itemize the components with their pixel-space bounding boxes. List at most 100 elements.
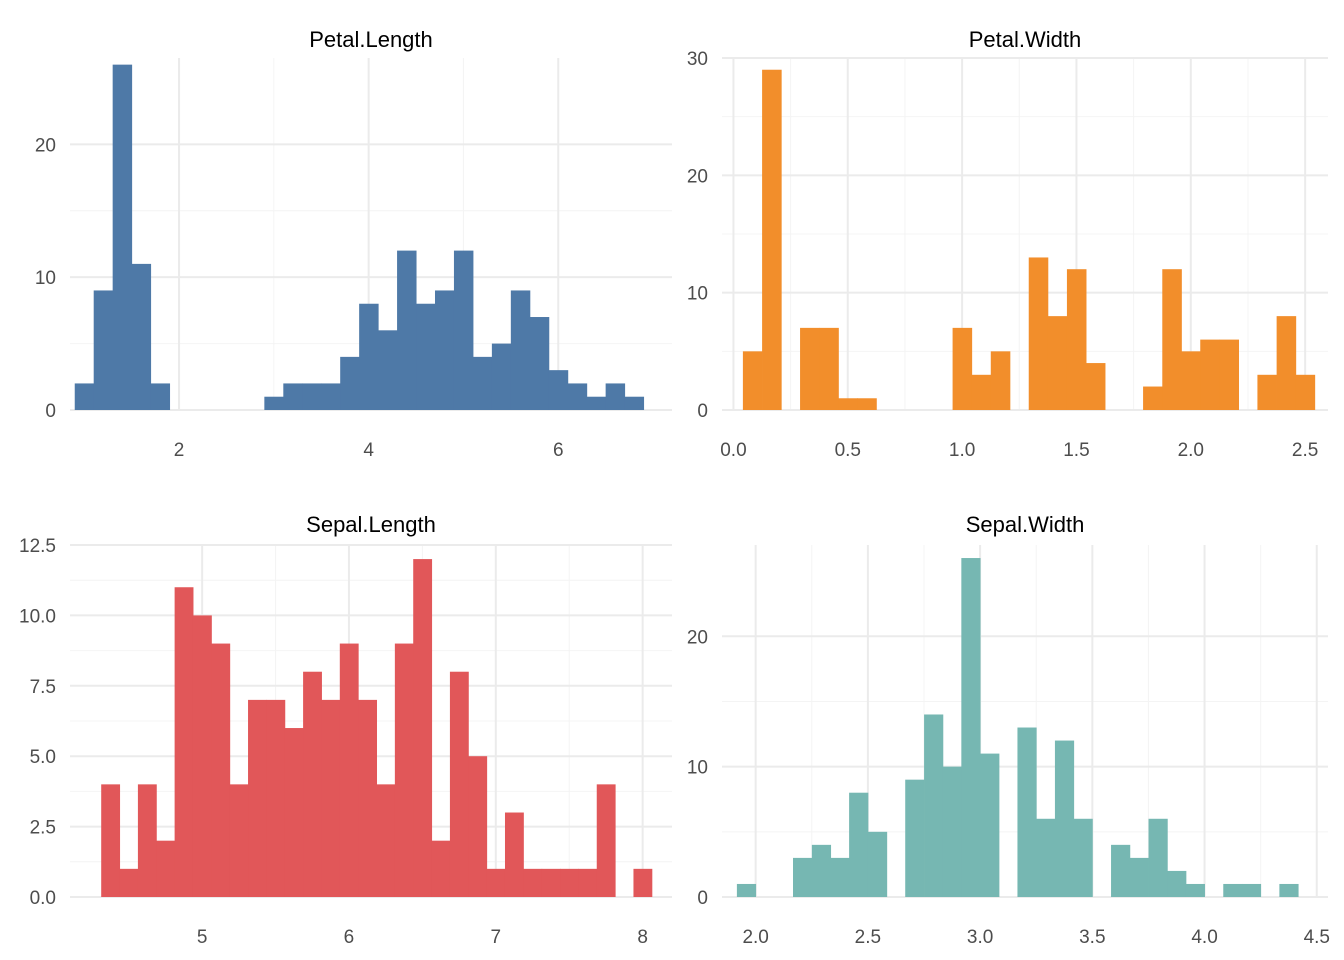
histogram-bar — [468, 756, 488, 897]
histogram-bar — [119, 868, 139, 897]
histogram-bar — [548, 370, 569, 410]
panel-title: Sepal.Width — [966, 512, 1085, 537]
x-tick-label: 7 — [491, 927, 502, 948]
histogram-bar — [434, 290, 455, 410]
histogram-bar — [971, 374, 992, 410]
histogram-bar — [857, 398, 877, 410]
panel-petal-length: Petal.Length 0 10 20 2 4 6 — [35, 27, 672, 461]
x-tick-label: 4.5 — [1304, 927, 1330, 948]
histogram-bar — [1181, 351, 1201, 410]
histogram-bar — [137, 784, 157, 897]
histogram-bar — [1219, 339, 1240, 410]
histogram-bar — [394, 643, 414, 897]
histogram-bar — [321, 699, 341, 897]
histogram-bar — [449, 671, 469, 897]
x-tick-label: 6 — [553, 440, 564, 461]
x-tick-label: 1.0 — [949, 440, 975, 461]
y-tick-label: 2.5 — [30, 818, 56, 839]
histogram-bar — [303, 671, 322, 897]
y-tick-label: 0 — [697, 888, 708, 909]
histogram-bar — [811, 844, 832, 897]
y-tick-label: 30 — [687, 49, 708, 70]
panel-sepal-length: Sepal.Length 0.0 2.5 5.0 7.5 10.0 12.5 5 6 7 8 — [19, 512, 672, 948]
histogram-bar — [1028, 257, 1049, 410]
histogram-bar — [93, 290, 114, 410]
x-tick-label: 3.0 — [967, 927, 993, 948]
histogram-bar — [567, 383, 588, 410]
histogram-bar — [266, 699, 286, 897]
histogram-bar — [486, 868, 506, 897]
histogram-bar — [1036, 818, 1056, 897]
y-tick-label: 10 — [687, 758, 708, 779]
histogram-bar — [1276, 316, 1297, 410]
x-tick-label: 5 — [197, 927, 208, 948]
histogram-bar — [378, 330, 398, 410]
histogram-bar — [491, 343, 512, 410]
y-tick-label: 0 — [697, 401, 708, 422]
histogram-bar — [605, 383, 626, 410]
y-tick-label: 10.0 — [19, 606, 56, 627]
y-tick-label: 5.0 — [30, 747, 56, 768]
histogram-bar — [74, 383, 95, 410]
histogram-bar — [1185, 883, 1205, 897]
histogram-bar — [1073, 818, 1093, 897]
panel-title: Petal.Length — [309, 27, 433, 52]
histogram-bar — [1279, 883, 1299, 897]
histogram-bar — [156, 840, 176, 897]
histogram-bar — [560, 868, 579, 897]
x-tick-label: 2.0 — [742, 927, 768, 948]
histogram-bar — [800, 327, 820, 410]
x-tick-label: 0.5 — [835, 440, 861, 461]
histogram-bar — [283, 383, 303, 410]
histogram-bar — [229, 784, 249, 897]
histogram-bar — [340, 356, 360, 410]
histogram-bar — [101, 784, 121, 897]
histogram-bar — [1017, 727, 1037, 897]
histogram-bar — [131, 263, 152, 410]
panel-sepal-width: Sepal.Width 0 10 20 2.0 2.5 3.0 3.5 4.0 4.5 — [687, 512, 1330, 948]
histogram-bar — [1066, 269, 1087, 410]
x-tick-label: 2.5 — [855, 927, 881, 948]
histogram-bar — [416, 303, 436, 410]
histogram-bar — [980, 753, 1000, 897]
histogram-bar — [174, 587, 194, 897]
panel-title: Petal.Width — [969, 27, 1082, 52]
histogram-bar — [302, 383, 322, 410]
y-tick-label: 0.0 — [30, 888, 56, 909]
y-tick-label: 7.5 — [30, 677, 56, 698]
histogram-bar — [830, 857, 850, 897]
histogram-bar — [150, 383, 171, 410]
histogram-bar — [1129, 857, 1149, 897]
histogram-bar — [586, 396, 607, 410]
histogram-bar — [523, 868, 543, 897]
histogram-bar — [905, 779, 925, 897]
x-tick-label: 2.5 — [1292, 440, 1318, 461]
histogram-bar — [1047, 316, 1068, 410]
y-tick-label: 10 — [35, 268, 56, 289]
histogram-bar — [359, 303, 379, 410]
x-tick-label: 3.5 — [1079, 927, 1105, 948]
histogram-bar — [112, 64, 133, 410]
histogram-bar — [264, 396, 284, 410]
histogram-bar — [762, 69, 782, 410]
histogram-bar — [633, 868, 653, 897]
histogram-bar — [596, 784, 616, 897]
panel-title: Sepal.Length — [306, 512, 436, 537]
x-tick-label: 2 — [174, 440, 185, 461]
histogram-bar — [1085, 363, 1106, 410]
y-tick-label: 20 — [687, 166, 708, 187]
histogram-bar — [1111, 844, 1131, 897]
histogram-bar — [942, 766, 962, 897]
histogram-bar — [1143, 386, 1163, 410]
histogram-bar — [1257, 374, 1277, 410]
x-tick-label: 1.5 — [1063, 440, 1089, 461]
x-tick-label: 4.0 — [1191, 927, 1217, 948]
histogram-bar — [453, 250, 474, 410]
histogram-bar — [990, 351, 1011, 410]
histogram-bar — [952, 327, 973, 410]
y-tick-label: 0 — [45, 401, 56, 422]
histogram-bar — [1223, 883, 1243, 897]
x-tick-label: 8 — [637, 927, 648, 948]
histogram-bar — [431, 840, 451, 897]
